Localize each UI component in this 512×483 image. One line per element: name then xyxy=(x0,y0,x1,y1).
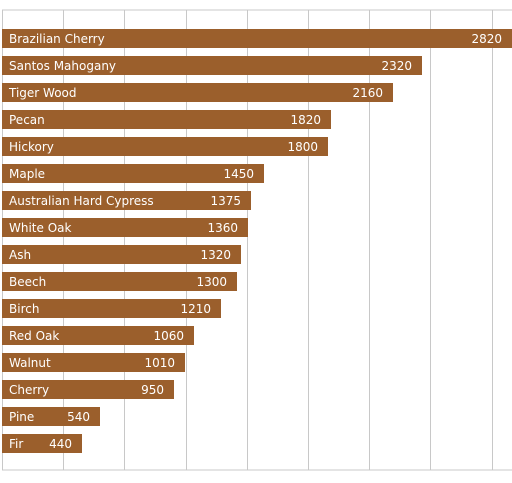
value-label: 2160 xyxy=(352,86,383,100)
bar-row: Fir 440 xyxy=(2,434,82,453)
value-label: 540 xyxy=(67,410,90,424)
bar-row: Beech 1300 xyxy=(2,272,237,291)
category-label: Australian Hard Cypress xyxy=(9,194,154,208)
category-label: Brazilian Cherry xyxy=(9,32,105,46)
bar xyxy=(2,380,174,399)
bar-row: Santos Mahogany 2320 xyxy=(2,56,422,75)
category-label: Fir xyxy=(9,437,23,451)
category-label: Santos Mahogany xyxy=(9,59,116,73)
bar xyxy=(2,29,512,48)
bar-row: Maple 1450 xyxy=(2,164,264,183)
value-label: 1060 xyxy=(153,329,184,343)
bar xyxy=(2,218,248,237)
value-label: 1375 xyxy=(210,194,241,208)
category-label: Cherry xyxy=(9,383,49,397)
bar-row: Cherry 950 xyxy=(2,380,174,399)
bar-group: Brazilian Cherry 2820 Santos Mahogany 2320 T… xyxy=(2,29,512,453)
bar xyxy=(2,56,422,75)
value-label: 1320 xyxy=(200,248,231,262)
bar xyxy=(2,299,221,318)
category-label: White Oak xyxy=(9,221,72,235)
value-label: 1360 xyxy=(207,221,238,235)
bar xyxy=(2,83,393,102)
bar xyxy=(2,326,194,345)
bar-row: White Oak 1360 xyxy=(2,218,248,237)
category-label: Pecan xyxy=(9,113,45,127)
bar-row: Pecan 1820 xyxy=(2,110,331,129)
bar xyxy=(2,353,185,372)
bar xyxy=(2,272,237,291)
value-label: 440 xyxy=(49,437,72,451)
bar-row: Hickory 1800 xyxy=(2,137,328,156)
value-label: 1820 xyxy=(290,113,321,127)
category-label: Birch xyxy=(9,302,39,316)
bar-row: Red Oak 1060 xyxy=(2,326,194,345)
bar-row: Brazilian Cherry 2820 xyxy=(2,29,512,48)
bar xyxy=(2,191,251,210)
value-label: 1800 xyxy=(287,140,318,154)
bar-row: Birch 1210 xyxy=(2,299,221,318)
value-label: 1450 xyxy=(223,167,254,181)
bar xyxy=(2,164,264,183)
bar xyxy=(2,245,241,264)
category-label: Walnut xyxy=(9,356,51,370)
bar-row: Australian Hard Cypress 1375 xyxy=(2,191,251,210)
gridlines xyxy=(2,9,512,471)
bar xyxy=(2,434,82,453)
category-label: Ash xyxy=(9,248,31,262)
category-label: Red Oak xyxy=(9,329,59,343)
bar xyxy=(2,110,331,129)
bar-row: Walnut 1010 xyxy=(2,353,185,372)
category-label: Pine xyxy=(9,410,34,424)
value-label: 1210 xyxy=(180,302,211,316)
category-label: Hickory xyxy=(9,140,54,154)
bar xyxy=(2,137,328,156)
bar xyxy=(2,407,100,426)
bar-row: Pine 540 xyxy=(2,407,100,426)
category-label: Tiger Wood xyxy=(8,86,77,100)
category-label: Maple xyxy=(9,167,45,181)
value-label: 950 xyxy=(141,383,164,397)
category-label: Beech xyxy=(9,275,46,289)
value-label: 2320 xyxy=(381,59,412,73)
bar-row: Tiger Wood 2160 xyxy=(2,83,393,102)
value-label: 2820 xyxy=(471,32,502,46)
bar-row: Ash 1320 xyxy=(2,245,241,264)
value-label: 1300 xyxy=(196,275,227,289)
value-label: 1010 xyxy=(144,356,175,370)
